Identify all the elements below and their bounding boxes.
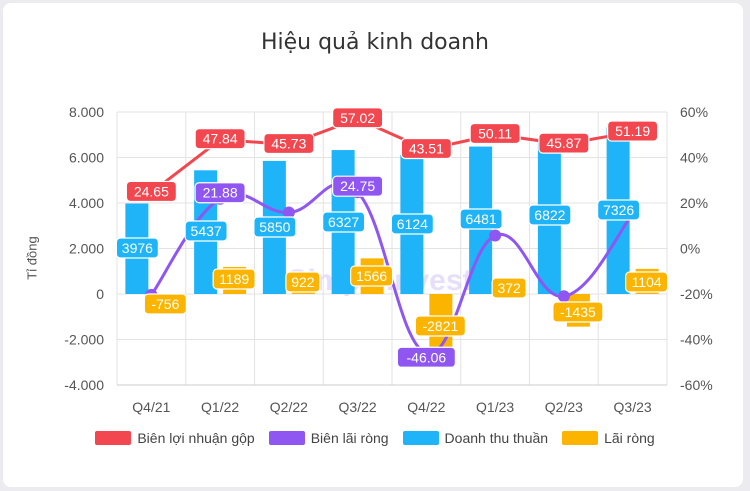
x-tick-label: Q4/22 bbox=[407, 399, 445, 415]
gross-margin-data-label-bg bbox=[607, 120, 659, 142]
revenue-data-label-bg bbox=[115, 237, 159, 259]
y2-tick-label: 0% bbox=[680, 241, 700, 257]
gross-margin-data-label-bg bbox=[400, 137, 452, 160]
net-margin-data-label: 21.88 bbox=[203, 185, 238, 201]
y-tick-label: 2.000 bbox=[69, 241, 104, 257]
net-profit-data-label-bg bbox=[625, 271, 669, 293]
net-margin-data-label-bg bbox=[194, 182, 246, 204]
y-tick-label: -4.000 bbox=[64, 377, 104, 393]
legend-swatch-net-margin bbox=[268, 431, 305, 445]
revenue-data-label-bg bbox=[597, 199, 641, 221]
net-profit-data-label-bg bbox=[491, 277, 527, 299]
revenue-data-label: 6327 bbox=[328, 214, 359, 230]
legend-swatch-net-profit bbox=[562, 431, 599, 445]
revenue-data-label: 6481 bbox=[466, 211, 497, 227]
net-profit-data-label: 1189 bbox=[219, 271, 249, 287]
legend-swatch-revenue bbox=[402, 431, 439, 445]
net-margin-data-label-bg bbox=[332, 175, 384, 197]
net-margin-point bbox=[489, 229, 502, 242]
net-profit-data-label-bg bbox=[143, 293, 187, 315]
revenue-data-label-bg bbox=[459, 208, 503, 230]
net-margin-data-label: -46.06 bbox=[407, 349, 447, 365]
legend-item-net-margin[interactable]: Biên lãi ròng bbox=[268, 430, 389, 446]
gross-margin-data-label: 57.02 bbox=[340, 110, 375, 126]
revenue-data-label-bg bbox=[322, 211, 366, 233]
gross-margin-data-label-bg bbox=[332, 107, 384, 129]
legend-item-revenue[interactable]: Doanh thu thuần bbox=[402, 430, 549, 446]
legend: Biên lợi nhuận gộp Biên lãi ròng Doanh t… bbox=[0, 430, 750, 446]
x-tick-label: Q2/23 bbox=[545, 399, 583, 415]
net-profit-data-label: 922 bbox=[291, 274, 315, 290]
net-profit-data-label: 1566 bbox=[356, 268, 387, 284]
x-tick-label: Q3/23 bbox=[614, 399, 652, 415]
y-tick-label: 8.000 bbox=[69, 104, 104, 120]
net-margin-data-label-bg bbox=[396, 346, 456, 368]
gross-margin-data-label: 45.73 bbox=[271, 135, 306, 151]
net-profit-data-label: 372 bbox=[497, 280, 521, 296]
y2-tick-label: 20% bbox=[680, 195, 708, 211]
x-tick-label: Q1/23 bbox=[476, 399, 514, 415]
revenue-data-label-bg bbox=[253, 216, 297, 238]
x-tick-label: Q1/22 bbox=[201, 399, 239, 415]
net-margin-data-label: 24.75 bbox=[340, 178, 375, 194]
legend-item-net-profit[interactable]: Lãi ròng bbox=[562, 430, 655, 446]
legend-label-gross-margin: Biên lợi nhuận gộp bbox=[137, 430, 255, 446]
gross-margin-data-label: 50.11 bbox=[478, 125, 512, 141]
y-tick-label: -2.000 bbox=[64, 332, 104, 348]
net-profit-data-label-bg bbox=[350, 265, 394, 287]
legend-label-net-profit: Lãi ròng bbox=[604, 430, 655, 446]
net-profit-data-label: 1104 bbox=[632, 274, 662, 290]
gross-margin-data-label: 47.84 bbox=[203, 131, 238, 147]
x-tick-label: Q2/22 bbox=[270, 399, 308, 415]
y-tick-label: 6.000 bbox=[69, 150, 104, 166]
revenue-data-label: 6124 bbox=[397, 216, 428, 232]
net-profit-data-label: -1435 bbox=[560, 304, 596, 320]
legend-label-net-margin: Biên lãi ròng bbox=[310, 430, 389, 446]
y2-tick-label: -40% bbox=[680, 332, 713, 348]
gross-margin-data-label: 51.19 bbox=[615, 123, 650, 139]
net-profit-data-label-bg bbox=[212, 268, 256, 290]
legend-label-revenue: Doanh thu thuần bbox=[444, 430, 549, 446]
x-tick-label: Q3/22 bbox=[339, 399, 377, 415]
gross-margin-data-label-bg bbox=[263, 132, 315, 155]
net-profit-data-label: -756 bbox=[151, 296, 179, 312]
y2-tick-label: -60% bbox=[680, 377, 713, 393]
y2-tick-label: 60% bbox=[680, 104, 708, 120]
net-profit-data-label-bg bbox=[414, 315, 466, 337]
net-margin-point bbox=[557, 290, 570, 303]
net-profit-data-label: -2821 bbox=[422, 318, 458, 334]
revenue-data-label-bg bbox=[528, 204, 572, 226]
legend-item-gross-margin[interactable]: Biên lợi nhuận gộp bbox=[95, 430, 255, 446]
revenue-data-label: 6822 bbox=[534, 207, 565, 223]
gross-margin-data-label-bg bbox=[469, 122, 521, 145]
legend-swatch-gross-margin bbox=[95, 431, 132, 445]
gross-margin-data-label-bg bbox=[194, 128, 246, 150]
y-tick-label: 0 bbox=[96, 286, 104, 302]
gross-margin-data-label-bg bbox=[125, 180, 177, 203]
x-tick-label: Q4/21 bbox=[132, 399, 170, 415]
net-profit-data-label-bg bbox=[285, 271, 321, 293]
y2-tick-label: 40% bbox=[680, 150, 708, 166]
revenue-data-label-bg bbox=[184, 220, 228, 242]
y2-tick-label: -20% bbox=[680, 286, 713, 302]
revenue-data-label: 3976 bbox=[122, 240, 153, 256]
revenue-data-label: 5850 bbox=[259, 219, 290, 235]
net-margin-point bbox=[282, 206, 295, 219]
gross-margin-data-label-bg bbox=[538, 132, 590, 154]
net-profit-data-label-bg bbox=[552, 301, 604, 323]
chart-title: Hiệu quả kinh doanh bbox=[260, 30, 490, 55]
gross-margin-data-label: 24.65 bbox=[134, 183, 169, 199]
revenue-data-label: 5437 bbox=[191, 223, 222, 239]
gross-margin-data-label: 45.87 bbox=[546, 135, 581, 151]
revenue-data-label: 7326 bbox=[603, 202, 634, 218]
y-tick-label: 4.000 bbox=[69, 195, 104, 211]
revenue-data-label-bg bbox=[390, 213, 434, 235]
gross-margin-data-label: 43.51 bbox=[409, 141, 444, 157]
